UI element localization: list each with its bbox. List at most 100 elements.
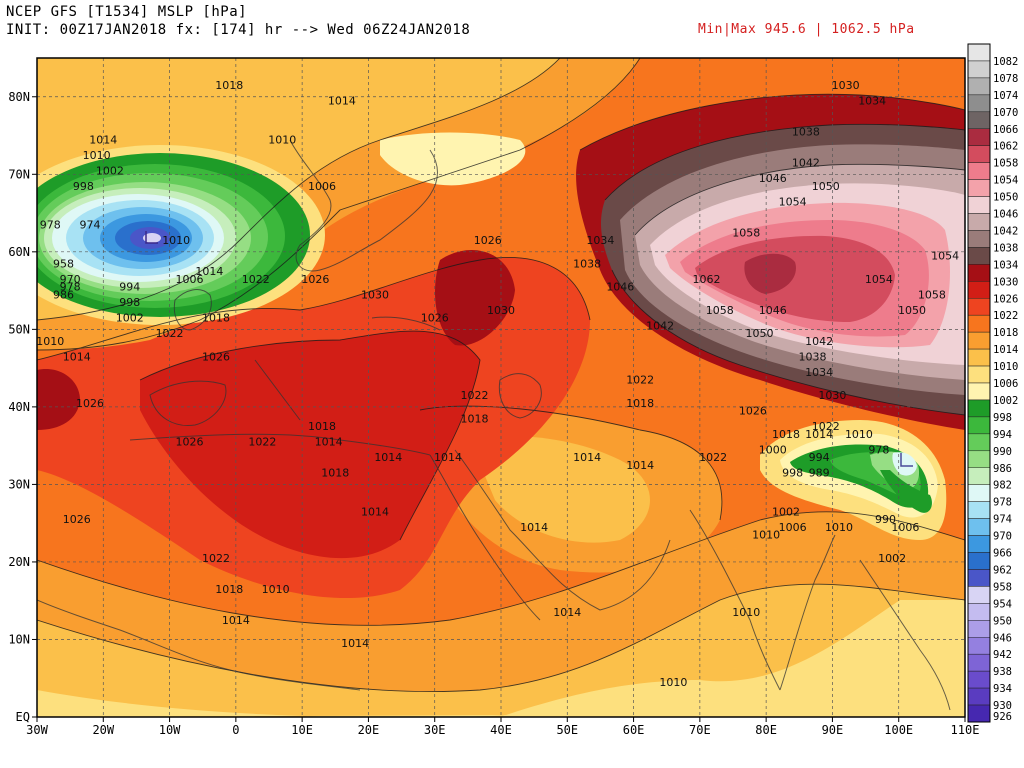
- colorbar-label: 1058: [993, 158, 1018, 170]
- min-max-separator: |: [814, 22, 823, 37]
- y-tick-label: 40N: [8, 400, 30, 414]
- longitude-axis: 30W 20W 10W 0 10E 20E 30E 40E 50E 60E 70E 80E 90E 100…: [26, 717, 979, 737]
- colorbar-label: 926: [993, 711, 1012, 723]
- pressure-label: 1058: [918, 288, 946, 301]
- pressure-label: 1014: [341, 637, 369, 650]
- pressure-label: 1030: [818, 389, 846, 402]
- italy-coast: [254, 359, 301, 421]
- colorbar-swatch: [967, 586, 991, 604]
- isobar-1034-siberia: [604, 123, 965, 201]
- pressure-label: 1026: [421, 312, 449, 325]
- pressure-label: 1006: [175, 273, 203, 286]
- pressure-label: 1022: [202, 552, 230, 565]
- max-value: 1062.5: [831, 22, 882, 37]
- colorbar-label: 986: [993, 463, 1012, 475]
- pressure-label: 1014: [805, 428, 833, 441]
- colorbar-label: 938: [993, 666, 1012, 678]
- colorbar-swatch: [967, 331, 991, 350]
- x-tick-label: 40E: [490, 723, 512, 737]
- iberia-coast: [149, 380, 227, 427]
- init-forecast-line: INIT: 00Z17JAN2018 fx: [174] hr --> Wed …: [6, 22, 471, 38]
- pressure-label: 1038: [799, 350, 827, 363]
- y-tick-label: 10N: [8, 632, 30, 646]
- x-tick-label: 100E: [884, 723, 913, 737]
- pressure-label: 1058: [706, 304, 734, 317]
- pressure-label: 1018: [202, 312, 230, 325]
- pressure-label: 1038: [792, 126, 820, 139]
- pressure-label: 994: [809, 451, 830, 464]
- pressure-label: 1022: [0, 521, 11, 534]
- pressure-label: 1030: [832, 79, 860, 92]
- isobar-1018-arabia: [419, 405, 723, 521]
- isobar-1030-siberia: [579, 93, 965, 151]
- field-band-1006-se: [500, 600, 965, 717]
- pressure-label: 998: [119, 296, 140, 309]
- y-tick-label: 20N: [8, 555, 30, 569]
- colorbar-swatch: [967, 518, 991, 536]
- field-low-954: [143, 233, 161, 243]
- x-tick-label: 50E: [556, 723, 578, 737]
- pressure-label: 1026: [739, 405, 767, 418]
- caspian-sea-coast: [498, 373, 542, 419]
- pressure-label: 1034: [586, 234, 614, 247]
- y-tick-label: 70N: [8, 167, 30, 181]
- pressure-label: 1058: [732, 226, 760, 239]
- pressure-label: 1030: [487, 304, 515, 317]
- y-tick-label: 80N: [8, 90, 30, 104]
- colorbar-frame: [967, 43, 991, 723]
- pressure-label: 1018: [215, 79, 243, 92]
- colorbar-label: 1030: [993, 276, 1018, 288]
- field-tibet-978: [892, 452, 917, 476]
- isobar-1026-europe: [139, 330, 481, 541]
- red-sea-west-coast: [429, 454, 541, 621]
- colorbar-swatch: [967, 230, 991, 248]
- field-siberia-1062: [744, 253, 796, 294]
- colorbar-swatch: [967, 314, 991, 333]
- colorbar-swatch: [967, 704, 991, 723]
- pressure-label: 1006: [308, 180, 336, 193]
- colorbar-label: 1002: [993, 395, 1018, 407]
- pressure-label: 998: [73, 180, 94, 193]
- pressure-label: 1014: [315, 436, 343, 449]
- colorbar-label: 954: [993, 598, 1012, 610]
- x-tick-label: 90E: [822, 723, 844, 737]
- pressure-label: 1022: [699, 451, 727, 464]
- pressure-label: 1022: [156, 327, 184, 340]
- colorbar-swatch: [967, 145, 991, 163]
- colorbar-swatch: [967, 450, 991, 468]
- pressure-label: 1030: [361, 288, 389, 301]
- indochina-coast: [859, 559, 951, 711]
- britain-coast: [173, 289, 212, 331]
- pressure-label: 1034: [805, 366, 833, 379]
- colorbar-swatch: [967, 535, 991, 553]
- pressure-label: 1022: [242, 273, 270, 286]
- colorbar-swatch: [967, 179, 991, 197]
- colorbar-label: 962: [993, 564, 1012, 576]
- x-tick-label: 70E: [689, 723, 711, 737]
- colorbar-swatch: [967, 298, 991, 316]
- colorbar-label: 946: [993, 632, 1012, 644]
- colorbar-label: 1070: [993, 107, 1018, 119]
- pressure-label: 1018: [772, 428, 800, 441]
- colorbar-swatch: [967, 111, 991, 130]
- pressure-label: 1014: [195, 265, 223, 278]
- colorbar-label: 990: [993, 446, 1012, 458]
- colorbar-label: 1038: [993, 242, 1018, 254]
- x-tick-label: 80E: [755, 723, 777, 737]
- pressure-label: 1018: [460, 412, 488, 425]
- colorbar-label: 1078: [993, 73, 1018, 85]
- pressure-label: 1054: [865, 273, 893, 286]
- x-tick-label: 30W: [26, 723, 48, 737]
- colorbar-label: 982: [993, 480, 1012, 492]
- isobar-1014-north: [37, 58, 641, 351]
- x-tick-label: 20E: [358, 723, 380, 737]
- pressure-label: 978: [40, 219, 61, 232]
- pressure-label: 1010: [262, 583, 290, 596]
- x-tick-label: 60E: [623, 723, 645, 737]
- pressure-label: 1026: [175, 436, 203, 449]
- isobar-1010-north: [37, 58, 561, 321]
- colorbar-swatch: [967, 213, 991, 231]
- x-tick-label: 10E: [291, 723, 313, 737]
- pressure-label: 1010: [845, 428, 873, 441]
- x-tick-label: 20W: [92, 723, 114, 737]
